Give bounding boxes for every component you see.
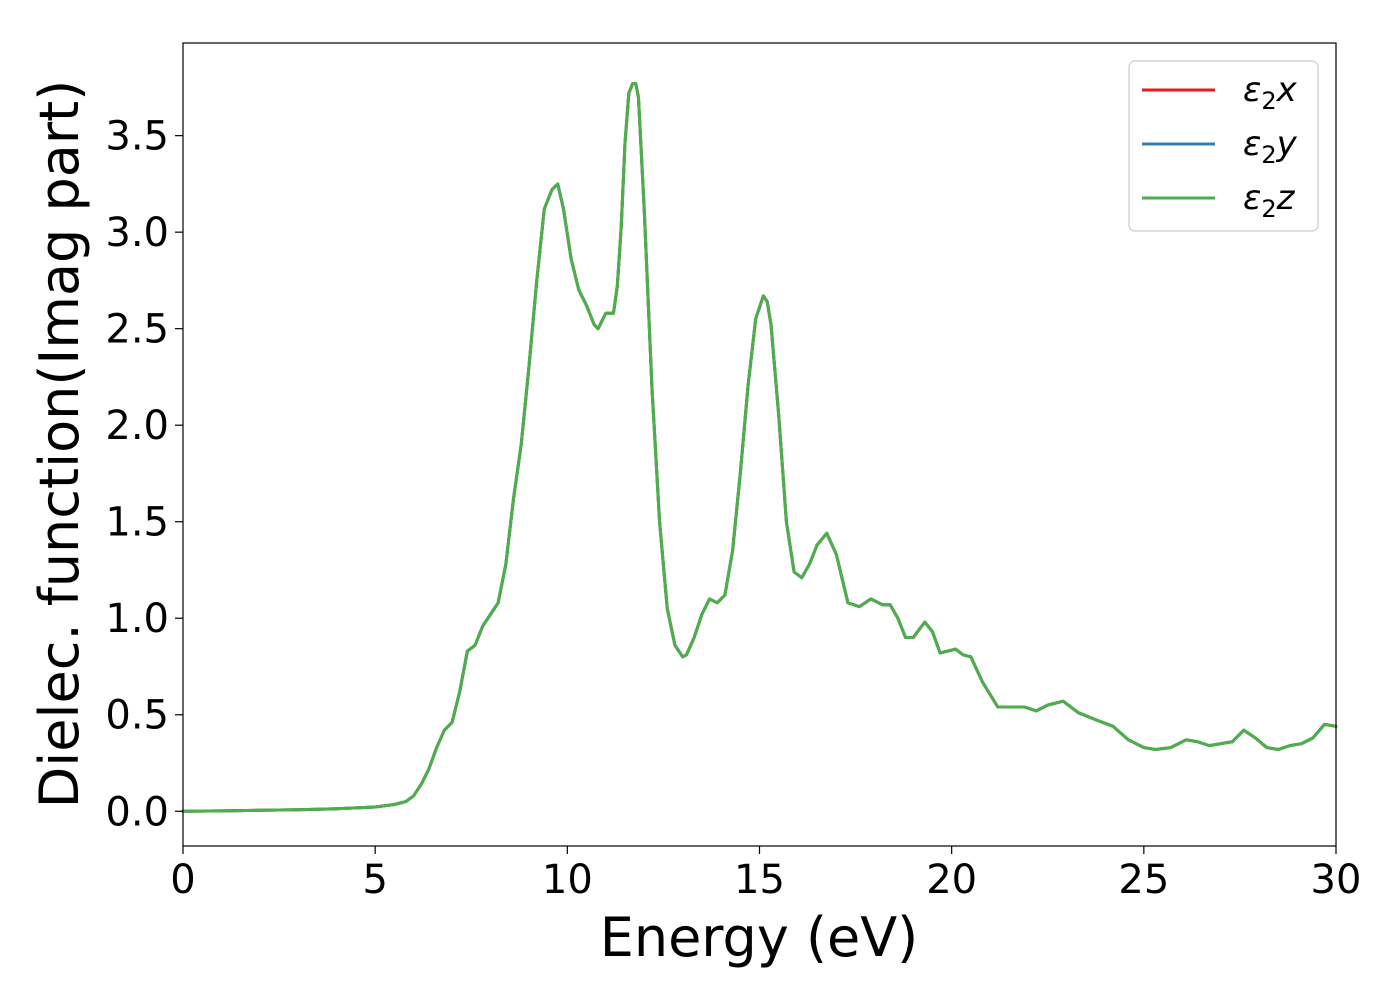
x-tick-label: 30 — [1311, 857, 1362, 903]
x-axis: 0 5 10 15 20 25 30 — [170, 846, 1361, 903]
legend: ε2x ε2y ε2z — [1128, 60, 1319, 232]
y-tick-label: 1.0 — [105, 596, 169, 642]
y-tick-label: 3.0 — [105, 210, 169, 256]
legend-entry: ε2z — [1243, 178, 1296, 223]
y-axis: 0.0 0.5 1.0 1.5 2.0 2.5 3.0 3.5 — [105, 114, 183, 835]
y-tick-label: 2.0 — [105, 403, 169, 449]
y-tick-label: 2.5 — [105, 307, 169, 353]
series-line-3 — [181, 82, 1338, 813]
y-tick-label: 3.5 — [105, 114, 169, 160]
legend-box — [1128, 60, 1319, 232]
y-tick-label: 0.0 — [105, 789, 169, 835]
x-tick-label: 15 — [734, 857, 785, 903]
x-tick-label: 25 — [1118, 857, 1169, 903]
x-tick-label: 10 — [542, 857, 593, 903]
x-tick-label: 20 — [926, 857, 977, 903]
legend-entry: ε2y — [1243, 124, 1298, 169]
y-tick-label: 0.5 — [105, 693, 169, 739]
legend-entry: ε2x — [1243, 70, 1298, 115]
x-tick-label: 5 — [362, 857, 387, 903]
y-tick-label: 1.5 — [105, 500, 169, 546]
y-axis-label: Dielec. function(Imag part) — [28, 80, 91, 809]
x-axis-label: Energy (eV) — [600, 906, 919, 969]
series-layer — [181, 82, 1338, 813]
x-tick-label: 0 — [170, 857, 195, 903]
